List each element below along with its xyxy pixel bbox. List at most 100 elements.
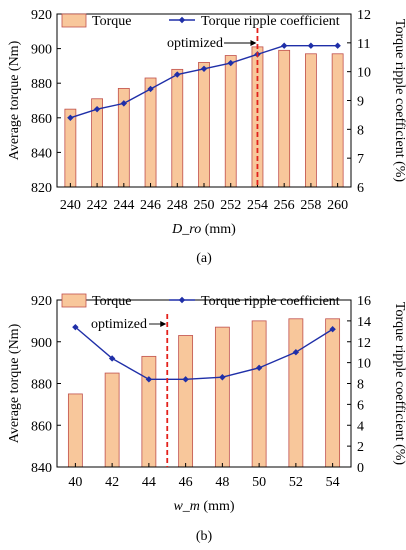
y-tick-label: 840	[31, 461, 52, 476]
y2-tick-label: 8	[357, 123, 364, 138]
y-tick-label: 860	[31, 112, 52, 127]
panel-label: (a)	[196, 251, 212, 266]
ripple-point	[182, 376, 189, 383]
y2-tick-label: 12	[357, 8, 371, 23]
y-tick-label: 840	[31, 146, 52, 161]
y-tick-label: 920	[31, 8, 52, 23]
x-axis-title: w_m (mm)	[173, 499, 234, 514]
torque-bar	[171, 68, 184, 188]
ripple-point	[108, 355, 116, 362]
y2-tick-label: 4	[357, 419, 364, 434]
ripple-point	[145, 376, 153, 383]
ripple-point	[72, 323, 79, 331]
torque-bar	[144, 77, 157, 188]
torque-bar	[251, 320, 267, 468]
x-tick-label: 244	[113, 198, 134, 213]
y-tick-label: 920	[31, 294, 52, 309]
legend-ripple-marker	[178, 16, 186, 24]
torque-bar	[305, 53, 317, 188]
ripple-point	[200, 65, 208, 72]
y2-tick-label: 11	[357, 37, 370, 52]
x-axis-title: D_ro (mm)	[171, 222, 236, 237]
ripple-point	[280, 42, 288, 49]
y2-tick-label: 16	[357, 294, 371, 309]
x-tick-label: 252	[220, 198, 241, 213]
ripple-point	[67, 114, 74, 121]
ripple-point	[307, 42, 315, 49]
ripple-point	[292, 348, 300, 356]
ripple-point	[174, 71, 181, 78]
x-tick-label: 256	[274, 198, 295, 213]
x-tick-label: 240	[60, 198, 81, 213]
torque-bar	[288, 318, 304, 468]
y2-tick-label: 0	[357, 461, 364, 476]
y2-tick-label: 6	[357, 181, 364, 196]
x-tick-label: 50	[252, 475, 266, 490]
y2-axis-title: Torque ripple coefficient (%)	[392, 302, 406, 466]
y-tick-label: 860	[31, 419, 52, 434]
ripple-point	[334, 42, 341, 49]
x-tick-label: 254	[247, 198, 268, 213]
x-tick-label: 54	[326, 475, 340, 490]
ripple-point	[255, 364, 263, 372]
ripple-line	[74, 326, 333, 381]
x-tick-label: 42	[105, 475, 119, 490]
y-tick-label: 820	[31, 181, 52, 196]
legend-ripple-marker	[178, 296, 186, 304]
torque-bar	[104, 372, 120, 468]
ripple-point	[219, 374, 226, 381]
y2-axis-title: Torque ripple coefficient (%)	[392, 19, 406, 183]
ripple-point	[120, 100, 128, 107]
y-axis-title: Average torque (Nm)	[7, 40, 22, 160]
x-tick-label: 246	[140, 198, 161, 213]
y2-tick-label: 10	[357, 66, 371, 81]
torque-bar	[224, 55, 237, 188]
x-tick-label: 242	[87, 198, 108, 213]
y-tick-label: 880	[31, 378, 52, 393]
legend-torque-swatch	[61, 13, 87, 28]
x-tick-label: 258	[300, 198, 321, 213]
x-tick-label: 248	[167, 198, 188, 213]
legend: Torque Torque ripple coefficient	[61, 293, 340, 309]
x-tick-label: 48	[215, 475, 229, 490]
y-tick-label: 880	[31, 77, 52, 92]
y-tick-label: 900	[31, 336, 52, 351]
y2-tick-label: 10	[357, 357, 371, 372]
y2-tick-label: 12	[357, 336, 371, 351]
x-tick-label: 46	[179, 475, 193, 490]
x-tick-label: 52	[289, 475, 303, 490]
y2-tick-label: 9	[357, 95, 364, 110]
legend: Torque Torque ripple coefficient	[61, 13, 340, 29]
y2-tick-label: 14	[357, 315, 371, 330]
x-tick-label: 260	[327, 198, 348, 213]
y2-tick-label: 7	[357, 152, 364, 167]
x-tick-label: 40	[68, 475, 82, 490]
ripple-point	[147, 85, 154, 93]
torque-bar	[331, 53, 344, 188]
legend-torque-swatch	[61, 293, 87, 308]
torque-bar	[178, 335, 194, 468]
ripple-point	[93, 105, 101, 113]
y2-tick-label: 6	[357, 398, 364, 413]
chart-panel-a: 820 840 860 880 900 920 6 7 8 9 10 11 12 240 242 244 246…	[7, 8, 406, 266]
optimized-arrowhead	[160, 321, 167, 327]
torque-bar	[325, 318, 341, 468]
legend-ripple-label: Torque ripple coefficient	[201, 14, 340, 29]
panel-label: (b)	[196, 529, 213, 544]
torque-bar	[198, 62, 210, 188]
legend-ripple-label: Torque ripple coefficient	[201, 294, 340, 309]
optimized-label: optimized	[91, 317, 147, 332]
y-axis-title: Average torque (Nm)	[7, 323, 22, 443]
torque-bar	[278, 49, 291, 188]
y2-tick-label: 2	[357, 440, 364, 455]
torque-bar	[67, 393, 83, 468]
torque-bar	[141, 355, 157, 468]
y2-tick-label: 8	[357, 378, 364, 393]
x-tick-label: 250	[194, 198, 215, 213]
legend-torque-label: Torque	[92, 294, 131, 309]
torque-bar	[214, 326, 230, 468]
ripple-point	[227, 59, 234, 67]
y-tick-label: 900	[31, 43, 52, 58]
